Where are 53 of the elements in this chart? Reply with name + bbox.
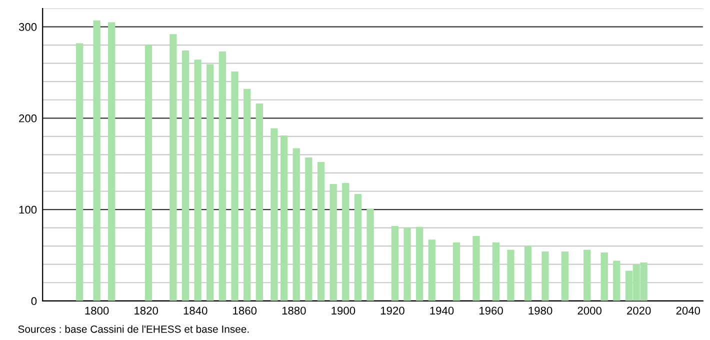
x-tick-label: 1880 <box>282 306 306 315</box>
bar <box>244 88 251 301</box>
bar <box>206 64 214 301</box>
bar <box>317 162 325 301</box>
bar <box>76 43 84 301</box>
bar <box>292 148 300 301</box>
x-tick-label: 1840 <box>184 306 208 315</box>
bar <box>354 194 362 301</box>
x-tick-label: 1920 <box>380 306 404 315</box>
bar <box>584 250 591 301</box>
x-tick-label: 1820 <box>134 306 158 315</box>
bar <box>218 51 226 301</box>
bar <box>613 260 620 301</box>
x-tick-label: 1980 <box>528 306 552 315</box>
y-tick-label: 200 <box>19 114 37 122</box>
x-tick-label: 1900 <box>332 306 356 315</box>
bar <box>542 252 549 301</box>
x-tick-label: 2000 <box>578 306 602 315</box>
bar <box>342 183 350 301</box>
bar <box>280 136 288 301</box>
bar <box>452 242 460 301</box>
bar <box>182 50 190 301</box>
source-note: Sources : base Cassini de l'EHESS et base Insee. <box>18 325 249 333</box>
bar <box>108 22 116 301</box>
x-tick-label: 1960 <box>480 306 503 315</box>
x-tick-label: 1940 <box>430 306 454 315</box>
bar <box>472 236 480 301</box>
x-tick-label: 1800 <box>85 306 109 315</box>
bar <box>561 252 568 301</box>
bar <box>404 228 411 301</box>
bar <box>330 184 337 301</box>
y-tick-label: 300 <box>18 23 37 31</box>
bar <box>231 72 238 301</box>
bar <box>256 104 263 301</box>
bar <box>391 226 398 301</box>
bar <box>428 240 436 301</box>
bar <box>524 246 532 301</box>
bar <box>305 157 312 301</box>
bar <box>170 34 177 301</box>
bar <box>270 128 278 301</box>
x-tick-label: 2020 <box>627 306 651 315</box>
x-tick-label: 1860 <box>233 306 257 315</box>
bar <box>93 20 100 301</box>
bar <box>600 252 608 301</box>
y-tick-label: 0 <box>31 297 37 306</box>
bar <box>507 250 514 301</box>
x-tick-label: 2040 <box>676 306 700 315</box>
bar <box>492 242 500 301</box>
bar <box>366 208 374 301</box>
y-tick-label: 100 <box>19 206 37 214</box>
bar <box>144 45 152 301</box>
bar <box>416 226 424 301</box>
bar <box>194 60 202 301</box>
